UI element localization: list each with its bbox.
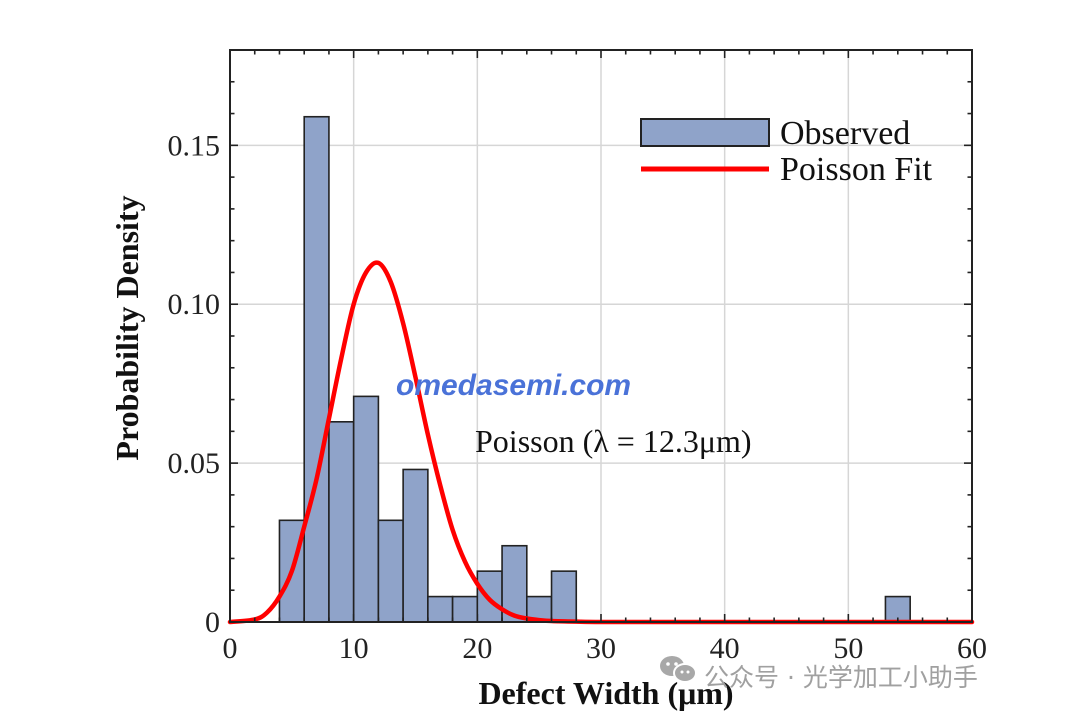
watermark-text: omedasemi.com — [396, 369, 631, 402]
axis-ticks — [229, 49, 973, 623]
y-axis-title: Probability Density — [109, 195, 145, 460]
x-tick-label: 50 — [833, 632, 863, 665]
histogram-bar — [328, 420, 355, 623]
histogram-bar — [402, 468, 429, 623]
y-tick-label: 0.10 — [168, 288, 221, 321]
y-tick-label: 0.05 — [168, 447, 221, 480]
histogram-bar — [451, 595, 479, 623]
legend-swatch-observed — [640, 118, 770, 147]
x-tick-label: 60 — [957, 632, 987, 665]
y-tick-label: 0.15 — [168, 129, 221, 162]
x-tick-label: 30 — [586, 632, 616, 665]
histogram-bar — [303, 115, 330, 623]
x-axis-title: Defect Width (μm) — [478, 675, 733, 711]
credit-text: 公众号 · 光学加工小助手 — [704, 663, 978, 692]
x-tick-label: 40 — [710, 632, 740, 665]
histogram-bar — [377, 519, 404, 623]
x-tick-label: 0 — [223, 632, 238, 665]
poisson-annotation: Poisson (λ = 12.3μm) — [475, 423, 752, 459]
legend: Observed Poisson Fit — [640, 115, 933, 188]
x-tick-label: 20 — [462, 632, 492, 665]
legend-label-poisson-fit: Poisson Fit — [780, 151, 933, 188]
tick-labels: 0 10 20 30 40 50 60 0 0.05 0.10 0.15 — [168, 129, 988, 665]
wechat-icon — [660, 656, 697, 683]
histogram-bar — [525, 595, 553, 623]
histogram-bar — [427, 595, 454, 623]
legend-label-observed: Observed — [780, 115, 910, 152]
x-tick-label: 10 — [339, 632, 369, 665]
histogram-bar — [550, 570, 578, 623]
y-tick-label: 0 — [205, 606, 220, 639]
credit-overlay: 公众号 · 光学加工小助手 — [660, 656, 978, 692]
histogram-bar — [352, 395, 380, 623]
